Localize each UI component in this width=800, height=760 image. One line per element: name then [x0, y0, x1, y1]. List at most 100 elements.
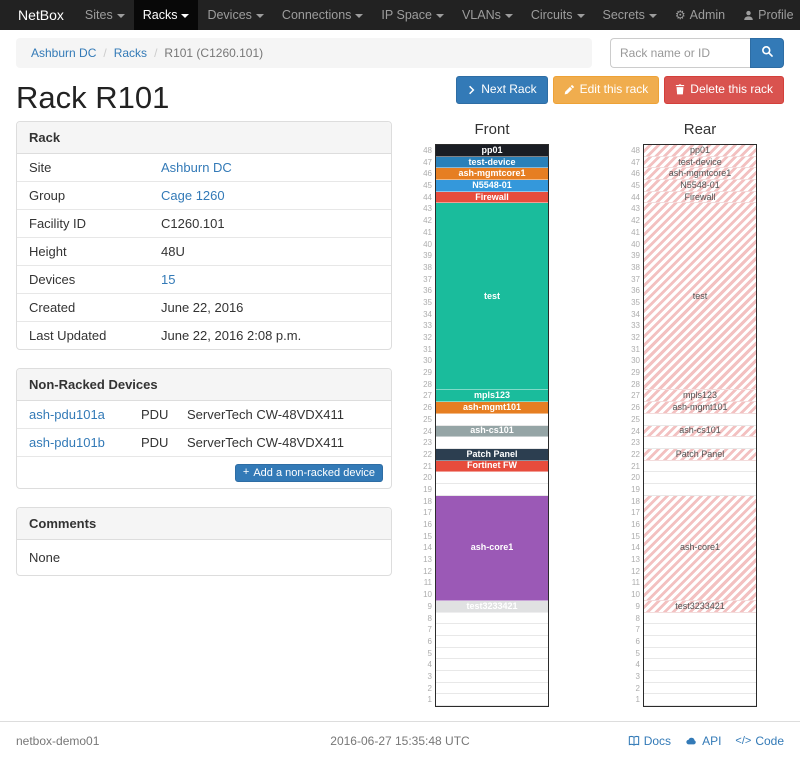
- search-button[interactable]: [750, 38, 784, 68]
- unit-number: 12: [631, 566, 640, 576]
- table-row: Facility ID C1260.101: [17, 209, 391, 237]
- rack-device-ash-mgmtcore1[interactable]: ash-mgmtcore1: [436, 168, 548, 181]
- rack-device-ash-cs101[interactable]: ash-cs101: [644, 425, 756, 438]
- brand[interactable]: NetBox: [18, 7, 64, 23]
- nav-item-vlans[interactable]: VLANs: [453, 0, 522, 30]
- rack-device-n5548-01[interactable]: N5548-01: [436, 180, 548, 192]
- device-role: PDU: [141, 407, 169, 422]
- unit-number: 4: [635, 660, 640, 670]
- rack-device-test-device[interactable]: test-device: [644, 156, 756, 169]
- footer-hostname: netbox-demo01: [16, 734, 100, 748]
- rack-device-patch-panel[interactable]: Patch Panel: [436, 448, 548, 461]
- next-rack-button[interactable]: Next Rack: [456, 76, 548, 104]
- rack-device-ash-core1[interactable]: ash-core1: [644, 495, 756, 601]
- rack-device-pp01[interactable]: pp01: [644, 145, 756, 157]
- rack-device-test-device[interactable]: test-device: [436, 156, 548, 169]
- unit-number: 18: [631, 496, 640, 506]
- rack-device-test3233421[interactable]: test3233421: [644, 600, 756, 613]
- nav-item-secrets[interactable]: Secrets: [594, 0, 666, 30]
- attr-value-site[interactable]: Ashburn DC: [161, 160, 232, 175]
- unit-number: 48: [423, 146, 432, 155]
- rack-device-test[interactable]: test: [436, 203, 548, 391]
- nav-item-profile[interactable]: Profile: [734, 0, 800, 30]
- attr-value-created: June 22, 2016: [161, 300, 244, 315]
- rack-unit-empty: [644, 484, 756, 496]
- rack-unit-empty: [436, 648, 548, 660]
- rack-device-patch-panel[interactable]: Patch Panel: [644, 448, 756, 461]
- attr-label: Height: [29, 244, 67, 259]
- rack-device-ash-cs101[interactable]: ash-cs101: [436, 425, 548, 438]
- rack-device-ash-mgmtcore1[interactable]: ash-mgmtcore1: [644, 168, 756, 181]
- rack-device-firewall[interactable]: Firewall: [436, 191, 548, 204]
- unit-number: 10: [631, 590, 640, 600]
- rack-rear-grid: pp01 test-device ash-mgmtcore1 N5548-01 Fire…: [643, 144, 757, 707]
- chevron-right-icon: [467, 85, 476, 95]
- unit-number: 24: [423, 426, 432, 436]
- chevron-down-icon: [504, 13, 513, 18]
- nav-item-admin[interactable]: ⚙ Admin: [666, 0, 734, 30]
- unit-number: 46: [631, 169, 640, 179]
- attr-value-height: 48U: [161, 244, 185, 259]
- rack-unit-empty: [436, 613, 548, 625]
- footer-link-api[interactable]: API: [685, 734, 721, 748]
- add-nonracked-device-button[interactable]: + Add a non-racked device: [234, 463, 383, 482]
- unit-number: 25: [631, 414, 640, 424]
- rack-elevations: Front 48 47 46 45 44 43 42 41 40 39 38 37 36 35 34 33 32…: [392, 121, 784, 707]
- unit-number: 7: [427, 625, 432, 635]
- breadcrumb-item[interactable]: Racks: [113, 46, 148, 60]
- navbar-right: ⚙AdminProfileLog out: [666, 0, 800, 30]
- rack-device-ash-mgmt101[interactable]: ash-mgmt101: [436, 402, 548, 414]
- nav-item-label: Secrets: [602, 8, 645, 22]
- rack-device-ash-mgmt101[interactable]: ash-mgmt101: [644, 402, 756, 414]
- comments-panel: Comments None: [16, 506, 392, 576]
- table-row: Last Updated June 22, 2016 2:08 p.m.: [17, 321, 391, 349]
- breadcrumb-item[interactable]: Ashburn DC: [31, 46, 97, 60]
- unit-number: 3: [635, 671, 640, 681]
- nav-item-devices[interactable]: Devices: [198, 0, 272, 30]
- nav-item-circuits[interactable]: Circuits: [522, 0, 594, 30]
- breadcrumb-separator: /: [154, 46, 158, 60]
- unit-number: 39: [423, 251, 432, 261]
- nav-item-connections[interactable]: Connections: [273, 0, 373, 30]
- navbar-menu: Sites Racks Devices Connections IP Space VLAN…: [76, 0, 666, 30]
- unit-number: 14: [631, 543, 640, 553]
- unit-number: 9: [635, 601, 640, 611]
- rack-unit-empty: [436, 437, 548, 449]
- unit-number: 38: [423, 262, 432, 272]
- unit-number: 35: [423, 297, 432, 307]
- rack-unit-empty: [644, 648, 756, 660]
- attr-label: Group: [29, 188, 66, 203]
- unit-number: 30: [423, 356, 432, 366]
- breadcrumb-row: Ashburn DC / Racks / R101 (C1260.101): [16, 38, 784, 68]
- delete-this-rack-button[interactable]: Delete this rack: [664, 76, 784, 104]
- rack-device-mpls123[interactable]: mpls123: [436, 390, 548, 403]
- nav-item-sites[interactable]: Sites: [76, 0, 134, 30]
- edit-this-rack-button[interactable]: Edit this rack: [552, 76, 660, 104]
- rack-device-ash-core1[interactable]: ash-core1: [436, 495, 548, 601]
- pencil-icon: [564, 84, 575, 95]
- attr-value-devices[interactable]: 15: [161, 272, 176, 287]
- search-input[interactable]: [610, 38, 750, 68]
- unit-number: 20: [423, 473, 432, 483]
- rack-device-n5548-01[interactable]: N5548-01: [644, 180, 756, 192]
- footer-link-docs[interactable]: Docs: [628, 734, 671, 748]
- rack-rear-title: Rear: [683, 121, 717, 138]
- unit-number: 26: [631, 403, 640, 413]
- footer-link-code[interactable]: </> Code: [735, 734, 784, 748]
- footer-link-label: API: [702, 734, 722, 748]
- rack-device-fortinet-fw[interactable]: Fortinet FW: [436, 460, 548, 473]
- device-link[interactable]: ash-pdu101a: [29, 407, 105, 422]
- unit-number: 37: [423, 274, 432, 284]
- trash-icon: [675, 84, 685, 95]
- nonracked-panel-footer: + Add a non-racked device: [17, 456, 391, 488]
- rack-device-mpls123[interactable]: mpls123: [644, 390, 756, 403]
- nav-item-ip-space[interactable]: IP Space: [372, 0, 453, 30]
- unit-number: 19: [631, 484, 640, 494]
- rack-device-firewall[interactable]: Firewall: [644, 191, 756, 204]
- rack-device-test[interactable]: test: [644, 203, 756, 391]
- rack-device-test3233421[interactable]: test3233421: [436, 600, 548, 613]
- nav-item-racks[interactable]: Racks: [133, 0, 199, 30]
- attr-value-group[interactable]: Cage 1260: [161, 188, 225, 203]
- device-link[interactable]: ash-pdu101b: [29, 435, 105, 450]
- rack-device-pp01[interactable]: pp01: [436, 145, 548, 157]
